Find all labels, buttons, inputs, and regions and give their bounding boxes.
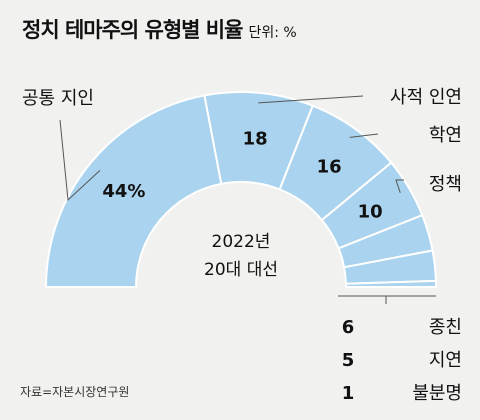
- category-label: 사적 인연: [390, 87, 462, 108]
- leader-lines-group: [59, 95, 436, 304]
- leader-line: [349, 133, 379, 138]
- small-slices-bracket: [338, 295, 436, 304]
- slice-value-label: 10: [358, 202, 383, 223]
- small-slice-value: 1: [342, 383, 355, 404]
- category-label: 학연: [429, 125, 462, 146]
- slice-7: [344, 279, 438, 288]
- center-label-line-2: 20대 대선: [204, 260, 278, 280]
- unit-label: 단위: %: [248, 25, 297, 41]
- leader-line: [59, 119, 101, 202]
- small-slice-name: 지연: [429, 350, 462, 371]
- small-slice-value: 5: [342, 350, 355, 371]
- center-label-group: 2022년 20대 대선: [204, 232, 278, 280]
- slice-value-label: 16: [317, 157, 342, 178]
- slice-value-label: 44%: [102, 181, 145, 202]
- chart-title-text: 정치 테마주의 유형별 비율: [22, 18, 243, 42]
- slice-value-label: 18: [243, 129, 268, 150]
- small-slice-value: 6: [342, 317, 355, 338]
- category-label: 정책: [429, 174, 462, 195]
- leader-line: [395, 179, 404, 193]
- leader-line: [258, 95, 364, 104]
- center-label-line-1: 2022년: [212, 232, 271, 252]
- source-note: 자료=자본시장연구원: [20, 385, 130, 399]
- slice-1: [44, 94, 223, 288]
- small-slice-name: 종친: [429, 317, 462, 338]
- chart-title: 정치 테마주의 유형별 비율 단위: %: [22, 14, 297, 44]
- slices-group: [44, 91, 438, 288]
- category-label: 공통 지인: [22, 88, 94, 109]
- small-slice-name: 불분명: [412, 383, 462, 404]
